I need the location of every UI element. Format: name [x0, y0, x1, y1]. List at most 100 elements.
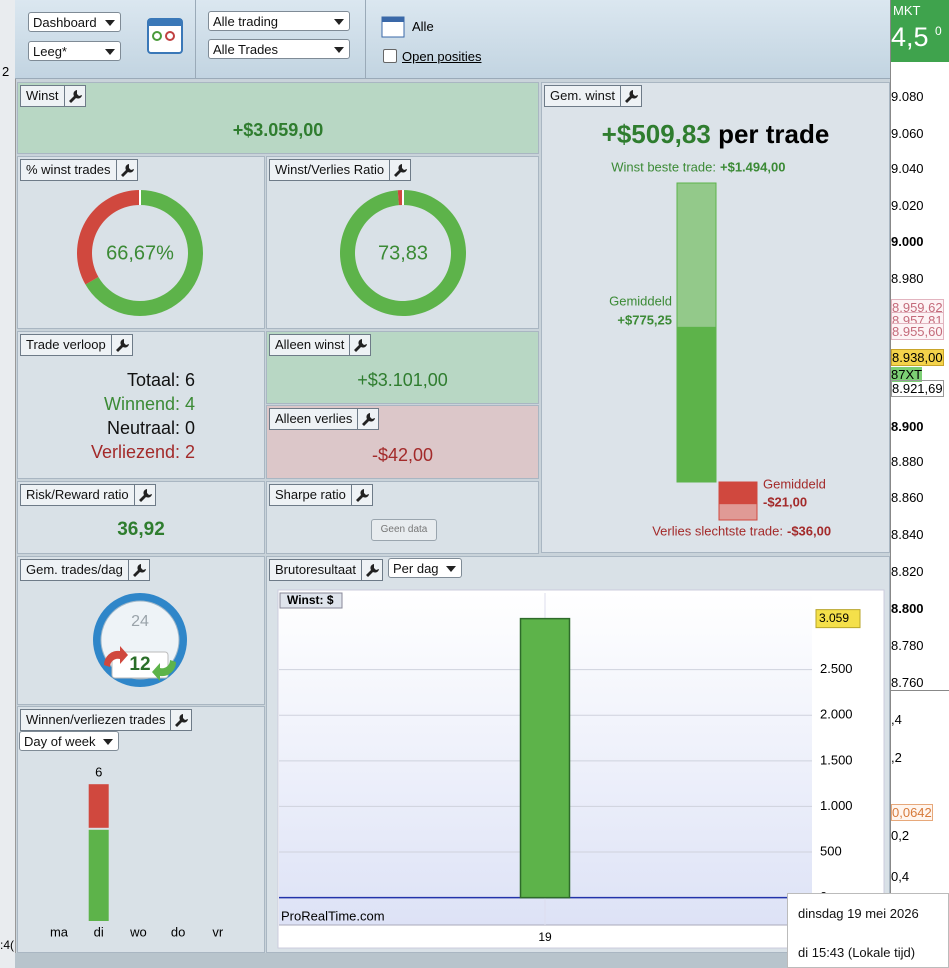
- panel-title-text: Winnen/verliezen trades: [26, 712, 166, 727]
- panel-title-text: Gem. winst: [550, 88, 616, 103]
- alleen-verlies-panel: Alleen verlies -$42,00: [266, 405, 539, 479]
- no-data-button[interactable]: Geen data: [371, 519, 437, 541]
- panel-title: Winst/Verlies Ratio: [269, 159, 412, 181]
- wrench-icon[interactable]: [362, 560, 382, 580]
- wrench-icon[interactable]: [135, 485, 155, 505]
- row-label: Verliezend:: [91, 442, 180, 462]
- dashboard-icon: [152, 31, 162, 41]
- alleen-verlies-value: -$42,00: [371, 445, 434, 465]
- panel-title-text: % winst trades: [26, 162, 111, 177]
- panel-title-text: Alleen winst: [275, 337, 345, 352]
- price-label: 8.880: [891, 454, 924, 469]
- panel-title: % winst trades: [20, 159, 138, 181]
- wrench[interactable]: [357, 409, 378, 429]
- calendar-icon: [382, 17, 404, 22]
- wrench-icon[interactable]: [621, 86, 641, 106]
- x-tick-label: vr: [212, 924, 224, 939]
- wrench[interactable]: [63, 86, 85, 106]
- left-strip-label: 2: [2, 64, 10, 79]
- separator: [195, 0, 196, 78]
- price-label: 8.900: [891, 419, 924, 434]
- price-label: 8.921,69: [891, 380, 944, 397]
- wrench-icon[interactable]: [352, 485, 372, 505]
- wrench-shape: [115, 339, 129, 352]
- average-value: +$509,83: [601, 119, 711, 149]
- panel-title: Winst: [20, 85, 86, 107]
- panel-title-text: Winst/Verlies Ratio: [275, 162, 385, 177]
- left-chart-strip: 2 :4(: [0, 0, 16, 968]
- wrench-icon[interactable]: [390, 160, 410, 180]
- checkbox[interactable]: [383, 49, 397, 63]
- best-value: +$1.494,00: [720, 159, 785, 174]
- trades-dropdown[interactable]: Alle Trades: [208, 39, 350, 59]
- wrench-icon[interactable]: [350, 335, 370, 355]
- alleen-winst-value: +$3.101,00: [357, 370, 448, 390]
- panel-title-text: Gem. trades/dag: [26, 562, 123, 577]
- wrench-icon[interactable]: [358, 409, 378, 429]
- checkbox-label[interactable]: Open posities: [402, 49, 482, 64]
- separator: [891, 690, 949, 691]
- panel-title: Gem. trades/dag: [20, 559, 150, 581]
- panel-title-text: Winst: [26, 88, 59, 103]
- arrow-icon: [152, 660, 177, 681]
- price-label: 9.060: [891, 126, 924, 141]
- wrench[interactable]: [110, 335, 132, 355]
- x-tick-label: wo: [129, 924, 147, 939]
- layout-dropdown[interactable]: Leeg*: [28, 41, 121, 61]
- dashboard-icon: [165, 31, 175, 41]
- period-dropdown[interactable]: Day of week: [19, 731, 119, 751]
- panel-title: Risk/Reward ratio: [20, 484, 156, 506]
- price-label: 8.780: [891, 638, 924, 653]
- loss-arc: [76, 190, 140, 285]
- price-label: 8.840: [891, 527, 924, 542]
- wrench-icon[interactable]: [171, 710, 191, 730]
- avg-loss-bar: [719, 482, 757, 505]
- legend-label: Winst: $: [287, 593, 334, 607]
- wrench[interactable]: [349, 335, 370, 355]
- trading-dropdown[interactable]: Alle trading: [208, 11, 350, 31]
- arrow-icon: [103, 646, 128, 667]
- panel-title: Alleen verlies: [269, 408, 380, 430]
- view-dropdown[interactable]: Dashboard: [28, 12, 121, 32]
- panel-title-text: Risk/Reward ratio: [26, 487, 129, 502]
- panel-title: Winnen/verliezen trades: [20, 709, 193, 731]
- period-dropdown[interactable]: Per dag: [388, 558, 462, 578]
- wrench-icon[interactable]: [65, 86, 85, 106]
- wrench[interactable]: [127, 560, 149, 580]
- winst-panel: Winst +$3.059,00: [17, 82, 539, 154]
- y-tick-label: 1.500: [820, 752, 853, 767]
- row-value: 4: [185, 394, 195, 414]
- wrench-shape: [625, 90, 639, 103]
- x-tick-label: 19: [538, 930, 552, 944]
- wrench[interactable]: [170, 710, 191, 730]
- y-tick-label: 1.000: [820, 798, 853, 813]
- price-label: 0,2: [891, 828, 910, 843]
- status-bar: [15, 953, 890, 968]
- wrench[interactable]: [133, 485, 155, 505]
- price-label: 8.959,62: [891, 299, 944, 316]
- wrench-shape: [68, 90, 82, 103]
- wrench[interactable]: [360, 560, 382, 580]
- avg-loss-value: -$21,00: [763, 494, 807, 509]
- market-price: 4,5: [891, 22, 929, 52]
- winst-value: +$3.059,00: [232, 120, 324, 140]
- ratio-panel: Winst/Verlies Ratio: [266, 156, 539, 329]
- avg-win-value: +$775,25: [617, 312, 672, 327]
- wrench-icon[interactable]: [129, 560, 149, 580]
- worst-label: Verlies slechtste trade:: [652, 523, 783, 538]
- wrench[interactable]: [620, 86, 641, 106]
- wrench[interactable]: [350, 485, 372, 505]
- wrench[interactable]: [389, 160, 410, 180]
- wrench-icon[interactable]: [117, 160, 137, 180]
- period-label[interactable]: Alle: [412, 19, 434, 34]
- row-value: 2: [185, 442, 195, 462]
- panel-title-text: Trade verloop: [26, 337, 106, 352]
- winnen-verliezen-panel: Winnen/verliezen trades Day of week: [17, 706, 265, 953]
- wrench-icon[interactable]: [112, 335, 132, 355]
- price-label: 8.860: [891, 490, 924, 505]
- wrench[interactable]: [115, 160, 137, 180]
- price-label: 8.955,60: [891, 323, 944, 340]
- risk-reward-panel: Risk/Reward ratio 36,92: [17, 481, 265, 554]
- legend-box: [279, 592, 343, 609]
